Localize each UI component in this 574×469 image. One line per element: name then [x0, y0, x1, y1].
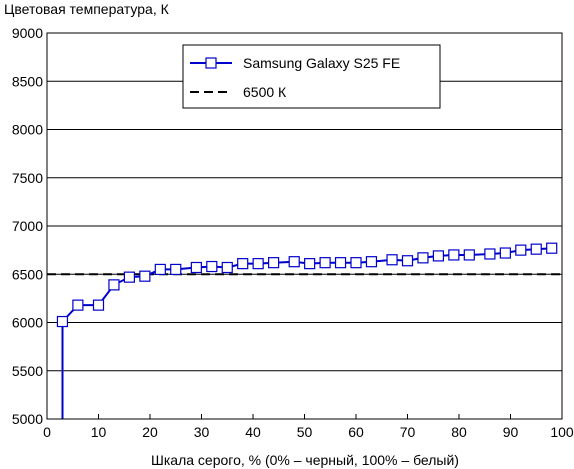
data-point-marker: [206, 260, 218, 273]
data-point-marker: [499, 247, 511, 259]
y-tick-label: 9000: [12, 25, 43, 41]
x-tick-label: 80: [451, 424, 467, 440]
x-tick-label: 90: [503, 424, 519, 440]
data-point-marker: [139, 270, 151, 282]
legend-series-label: Samsung Galaxy S25 FE: [243, 55, 400, 71]
data-point-marker: [401, 255, 414, 267]
data-point-marker: [288, 256, 300, 268]
x-tick-label: 0: [43, 424, 51, 440]
data-point-marker: [304, 258, 316, 270]
y-tick-label: 7000: [12, 218, 43, 234]
data-point-marker: [448, 249, 460, 261]
x-tick-label: 70: [400, 424, 416, 440]
x-tick-labels: 0 10 20 30 40 50 60 70 80 90 100: [43, 414, 574, 440]
data-point-marker: [515, 244, 527, 256]
x-tick-label: 50: [297, 424, 313, 440]
data-point-marker: [221, 261, 233, 274]
y-tick-label: 5500: [12, 363, 43, 379]
data-point-marker: [154, 263, 166, 276]
data-point-marker: [350, 257, 362, 269]
data-point-marker: [530, 243, 542, 255]
data-point-marker: [319, 257, 331, 269]
x-tick-label: 30: [194, 424, 210, 440]
data-point-marker: [432, 250, 444, 262]
legend-box: [182, 44, 441, 109]
data-point-marker: [252, 258, 264, 270]
y-tick-labels: 5000 5500 6000 6500 7000 7500 8000 8500 9000: [12, 25, 43, 427]
data-point-marker: [417, 252, 429, 264]
data-point-marker: [365, 256, 378, 268]
data-point-marker: [108, 279, 120, 291]
legend: Samsung Galaxy S25 FE 6500 К: [182, 44, 441, 109]
data-point-marker: [546, 242, 558, 254]
data-point-marker: [334, 257, 347, 269]
x-tick-label: 40: [245, 424, 261, 440]
y-tick-label: 8000: [12, 122, 43, 138]
x-tick-label: 60: [348, 424, 364, 440]
y-tick-label: 5000: [12, 411, 43, 427]
data-point-marker: [190, 261, 202, 274]
x-axis-title: Шкала серого, % (0% – черный, 100% – бел…: [151, 452, 459, 468]
series-group: [56, 242, 558, 419]
data-point-marker: [386, 254, 398, 266]
y-tick-label: 7500: [12, 170, 43, 186]
data-point-marker: [92, 299, 105, 311]
x-tick-label: 100: [550, 424, 574, 440]
y-tick-label: 6500: [12, 266, 43, 282]
data-point-marker: [268, 257, 280, 269]
data-point-marker: [237, 258, 249, 270]
x-tick-label: 10: [91, 424, 107, 440]
legend-reference-label: 6500 К: [243, 84, 287, 100]
data-point-marker: [484, 248, 496, 260]
y-tick-label: 6000: [12, 315, 43, 331]
y-axis-title: Цветовая температура, К: [4, 1, 170, 17]
data-point-marker: [72, 299, 84, 311]
data-point-marker: [463, 249, 475, 261]
y-tick-label: 8500: [12, 73, 43, 89]
x-tick-label: 20: [142, 424, 158, 440]
data-point-marker: [56, 315, 69, 328]
legend-series-marker: [205, 57, 217, 69]
data-point-marker: [170, 263, 182, 276]
data-point-marker: [123, 271, 136, 283]
plot-frame: [46, 32, 563, 420]
